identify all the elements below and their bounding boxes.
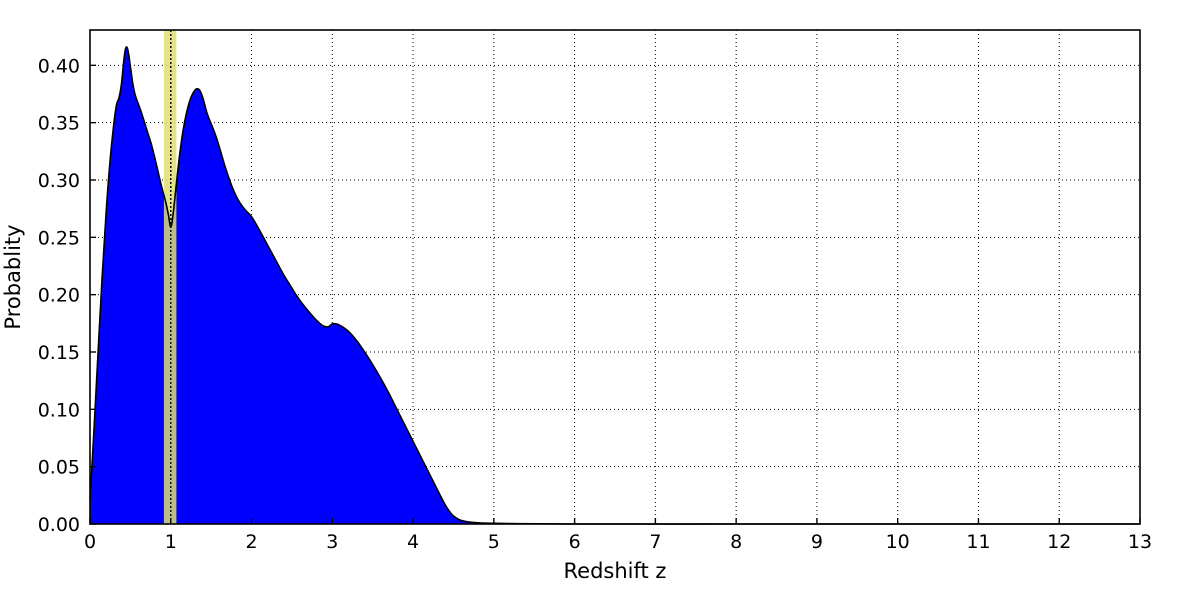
y-axis-title: Probablity (1, 224, 25, 329)
y-tick-label: 0.05 (38, 457, 80, 479)
probability-distribution-curve (89, 46, 1140, 525)
y-tick-label: 0.00 (38, 514, 80, 536)
spectroscopic-redshift-marker (163, 30, 177, 524)
axes-frame (89, 29, 1141, 525)
y-tick-label: 0.10 (38, 399, 80, 421)
x-tick-label: 11 (966, 531, 990, 553)
probability-distribution-area (90, 46, 1140, 525)
x-axis-title: Redshift z (564, 559, 667, 583)
x-tick-label: 10 (886, 531, 910, 553)
x-tick-label: 6 (569, 531, 581, 553)
y-tick-label: 0.15 (38, 342, 80, 364)
x-tick-label: 13 (1128, 531, 1152, 553)
x-tick-label: 3 (326, 531, 338, 553)
y-tick-label: 0.35 (38, 113, 80, 135)
x-tick-label: 2 (245, 531, 257, 553)
grid-lines (90, 30, 1140, 524)
y-tick-label: 0.20 (38, 285, 80, 307)
y-tick-label: 0.40 (38, 55, 80, 77)
y-tick-label: 0.30 (38, 170, 80, 192)
y-axis: 0.00 0.05 0.10 0.15 0.20 0.25 0.30 0.35 0.40 (38, 55, 96, 536)
x-tick-label: 5 (488, 531, 500, 553)
x-tick-label: 9 (811, 531, 823, 553)
x-tick-label: 4 (407, 531, 419, 553)
x-axis: 0 1 2 3 4 5 6 7 8 9 10 11 12 13 (84, 518, 1152, 553)
x-tick-label: 12 (1047, 531, 1071, 553)
x-tick-label: 1 (165, 531, 177, 553)
x-tick-label: 8 (730, 531, 742, 553)
x-tick-label: 0 (84, 531, 96, 553)
y-tick-label: 0.25 (38, 227, 80, 249)
x-tick-label: 7 (649, 531, 661, 553)
